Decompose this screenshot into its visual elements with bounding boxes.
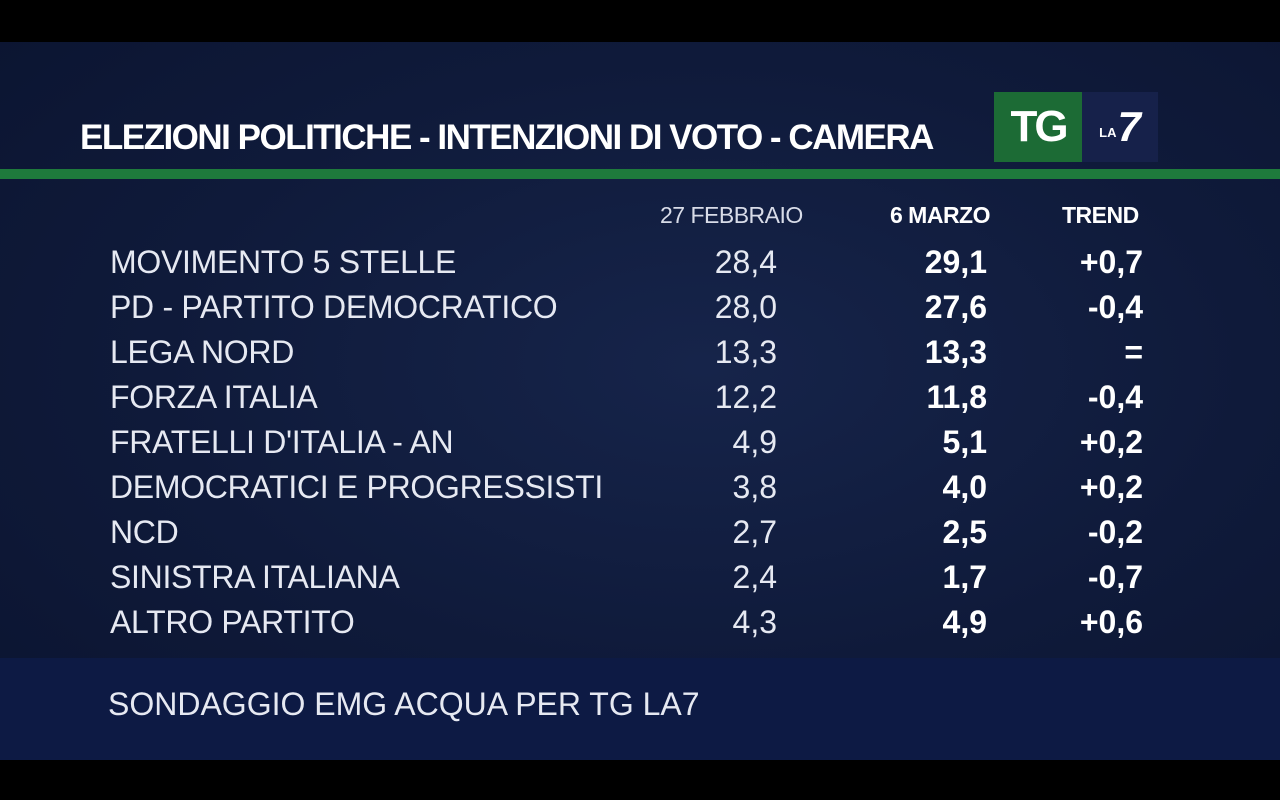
value-date-2: 4,0 [942, 469, 987, 505]
party-name: LEGA NORD [110, 334, 295, 370]
value-date-2: 1,7 [942, 559, 987, 595]
value-date-2: 13,3 [924, 334, 987, 370]
logo-la-text: LA [1099, 124, 1117, 140]
trend-value: -0,4 [1087, 289, 1143, 325]
trend-value: +0,7 [1079, 244, 1143, 280]
logo-tg-text: TG [1010, 102, 1068, 151]
party-name: MOVIMENTO 5 STELLE [110, 244, 457, 280]
value-date-1: 13,3 [714, 334, 777, 370]
table-row: PD - PARTITO DEMOCRATICO 28,0 27,6 -0,4 [0, 285, 1280, 330]
table-row: MOVIMENTO 5 STELLE 28,4 29,1 +0,7 [0, 240, 1280, 285]
tv-screen: ELEZIONI POLITICHE - INTENZIONI DI VOTO … [0, 42, 1280, 760]
value-date-1: 3,8 [732, 469, 777, 505]
table-row: FRATELLI D'ITALIA - AN 4,9 5,1 +0,2 [0, 420, 1280, 465]
value-date-2: 4,9 [942, 604, 987, 640]
party-name: FORZA ITALIA [110, 379, 318, 415]
table-row: ALTRO PARTITO 4,3 4,9 +0,6 [0, 600, 1280, 645]
party-name: PD - PARTITO DEMOCRATICO [110, 289, 558, 325]
value-date-1: 12,2 [714, 379, 777, 415]
table-row: DEMOCRATICI E PROGRESSISTI 3,8 4,0 +0,2 [0, 465, 1280, 510]
value-date-2: 27,6 [924, 289, 987, 325]
trend-value: +0,2 [1079, 424, 1143, 460]
value-date-2: 29,1 [924, 244, 987, 280]
value-date-2: 11,8 [926, 379, 987, 415]
value-date-1: 28,0 [714, 289, 777, 325]
value-date-1: 28,4 [714, 244, 777, 280]
table-row: LEGA NORD 13,3 13,3 = [0, 330, 1280, 375]
tg-logo: TG [994, 92, 1082, 162]
header-date-2: 6 MARZO [890, 202, 991, 228]
header-trend: TREND [1062, 202, 1139, 228]
trend-value: = [1124, 334, 1143, 370]
trend-value: -0,7 [1087, 559, 1143, 595]
trend-value: +0,6 [1079, 604, 1143, 640]
party-name: NCD [110, 514, 179, 550]
table-row: SINISTRA ITALIANA 2,4 1,7 -0,7 [0, 555, 1280, 600]
trend-value: +0,2 [1079, 469, 1143, 505]
value-date-2: 5,1 [942, 424, 987, 460]
party-name: SINISTRA ITALIANA [110, 559, 400, 595]
party-name: DEMOCRATICI E PROGRESSISTI [110, 469, 603, 505]
page-title: ELEZIONI POLITICHE - INTENZIONI DI VOTO … [80, 118, 934, 157]
footer-bar: SONDAGGIO EMG ACQUA PER TG LA7 [0, 658, 1280, 760]
value-date-1: 4,9 [732, 424, 777, 460]
table-row: FORZA ITALIA 12,2 11,8 -0,4 [0, 375, 1280, 420]
footer-source: SONDAGGIO EMG ACQUA PER TG LA7 [108, 686, 700, 722]
party-name: FRATELLI D'ITALIA - AN [110, 424, 454, 460]
value-date-1: 2,4 [732, 559, 777, 595]
results-table: MOVIMENTO 5 STELLE 28,4 29,1 +0,7 PD - P… [0, 240, 1280, 645]
la7-logo: LA 7 [1082, 92, 1158, 162]
value-date-2: 2,5 [942, 514, 987, 550]
logo-seven-text: 7 [1117, 103, 1141, 150]
trend-value: -0,4 [1087, 379, 1143, 415]
header-date-1: 27 FEBBRAIO [660, 202, 803, 228]
value-date-1: 2,7 [732, 514, 777, 550]
green-divider [0, 169, 1280, 179]
value-date-1: 4,3 [732, 604, 777, 640]
table-row: NCD 2,7 2,5 -0,2 [0, 510, 1280, 555]
party-name: ALTRO PARTITO [110, 604, 355, 640]
trend-value: -0,2 [1087, 514, 1143, 550]
